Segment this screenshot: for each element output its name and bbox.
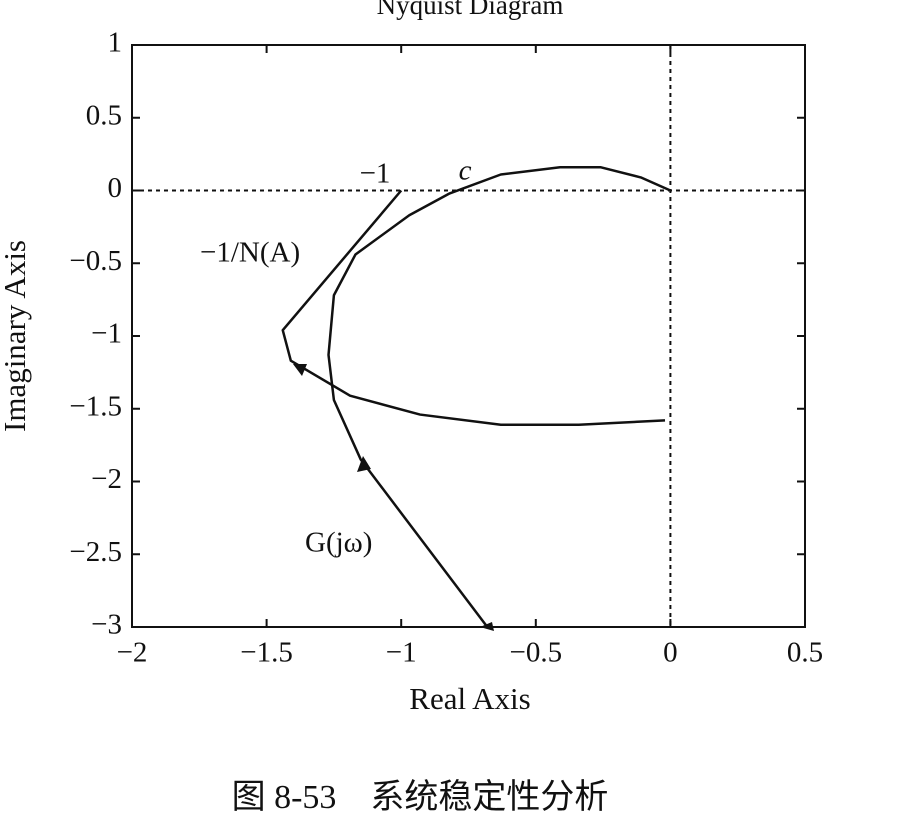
x-tick-label: −2 — [117, 637, 148, 669]
y-tick-label: 0 — [108, 172, 123, 204]
y-tick-label: −2 — [91, 463, 122, 495]
x-tick-label: −1 — [386, 637, 417, 669]
caption: 图 8-53 系统稳定性分析 — [232, 778, 609, 816]
annotation: c — [459, 155, 472, 187]
y-tick-label: −1.5 — [69, 390, 122, 422]
y-tick-label: 0.5 — [86, 99, 122, 131]
y-tick-label: 1 — [108, 27, 123, 59]
x-axis-label: Real Axis — [409, 681, 530, 716]
annotation: −1 — [360, 158, 391, 190]
x-tick-label: −0.5 — [509, 637, 562, 669]
x-tick-label: 0.5 — [787, 637, 823, 669]
x-tick-label: 0 — [663, 637, 678, 669]
series-label: −1/N(A) — [200, 237, 300, 269]
y-tick-label: −0.5 — [69, 245, 122, 277]
curve — [327, 165, 671, 628]
y-tick-label: −3 — [91, 609, 122, 641]
x-tick-label: −1.5 — [240, 637, 293, 669]
plot-frame — [131, 44, 806, 628]
series-label: G(jω) — [305, 527, 372, 559]
y-tick-label: −1 — [91, 318, 122, 350]
chart-title: Nyquist Diagram — [377, 0, 564, 20]
curve — [281, 189, 666, 427]
y-axis-label: Imaginary Axis — [0, 240, 32, 432]
y-tick-label: −2.5 — [69, 536, 122, 568]
